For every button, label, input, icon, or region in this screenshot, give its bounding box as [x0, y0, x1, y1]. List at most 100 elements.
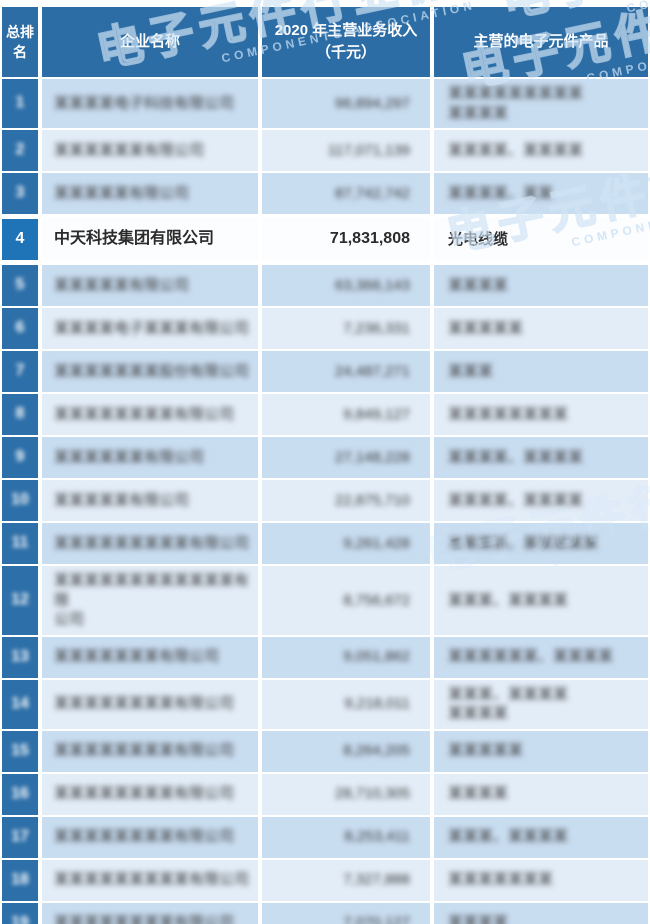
revenue-cell: 7,070,127	[262, 902, 430, 924]
rank-cell: 4	[0, 217, 40, 262]
header-rank: 总排名	[2, 7, 38, 77]
table-row: 3 某某某某某有限公司 87,742,742 某某某某、某某	[2, 173, 648, 214]
company-name: 某某某某某某某某有限公司	[54, 828, 235, 846]
product-cell: 某某某	[434, 351, 648, 392]
table-row: 15 某某某某某某某某有限公司 8,264,205 某某某某某	[2, 730, 648, 772]
product-cell: 某某某某	[434, 773, 648, 815]
rank-cell: 17	[2, 816, 38, 858]
product-cell: 某某某某某某、某某某某	[434, 636, 648, 678]
revenue-cell: 22,875,710	[262, 480, 430, 521]
rank-value: 9	[15, 448, 25, 466]
company-name: 某某某某某某某某有限公司	[54, 785, 235, 803]
product-cell: 某某某某、某某某某	[434, 130, 648, 171]
revenue-cell: 7,236,331	[262, 308, 430, 349]
product-value: 某某某某、某某某某某	[448, 534, 599, 552]
revenue-value: 8,756,672	[343, 591, 410, 609]
company-name-cell: 某某某某某某某某某有限公司	[42, 523, 258, 564]
table-row: 12 某某某某某某某某某某某某有限 公司 8,756,672 某某某、某某某某	[2, 566, 648, 635]
revenue-cell: 27,148,228	[262, 437, 430, 478]
rank-cell: 9	[2, 437, 38, 478]
revenue-cell: 87,742,742	[262, 173, 430, 214]
company-name: 某某某某某有限公司	[54, 184, 190, 202]
revenue-value: 8,264,205	[343, 742, 410, 760]
company-name: 某某某某某有限公司	[54, 491, 190, 509]
revenue-value: 9,218,011	[344, 695, 410, 713]
table-row: 4 中天科技集团有限公司 71,831,808 光电线缆	[0, 217, 648, 262]
revenue-value: 117,071,139	[327, 141, 410, 159]
company-name-cell: 某某某某某某某某某某某某有限 公司	[42, 566, 258, 635]
company-name-cell: 某某某某某有限公司	[42, 265, 258, 306]
table-row: 1 某某某某电子科技有限公司 96,894,297 某某某某某某某某某 某某某某	[2, 79, 648, 128]
product-cell: 某某某某、某某	[434, 173, 648, 214]
product-value: 某某某某、某某某某	[448, 448, 584, 466]
company-name-cell: 某某某某某某某某有限公司	[42, 773, 258, 815]
revenue-cell: 71,831,808	[262, 218, 430, 261]
product-cell: 某某某某某某某	[434, 859, 648, 901]
rank-cell: 2	[2, 130, 38, 171]
revenue-value: 28,710,305	[334, 785, 410, 803]
company-name-cell: 某某某某某某有限公司	[42, 130, 258, 171]
company-name-cell: 某某某某电子某某某有限公司	[42, 308, 258, 349]
product-cell: 某某某、某某某某	[434, 566, 648, 635]
rank-cell: 16	[2, 773, 38, 815]
table-header-row: 总排名 企业名称 2020 年主营业务收入（千元） 主营的电子元件产品	[2, 7, 648, 77]
company-name-cell: 某某某某某有限公司	[42, 173, 258, 214]
rank-value: 11	[11, 534, 29, 552]
revenue-value: 7,070,127	[343, 914, 410, 924]
table-row: 19 某某某某某某某某有限公司 7,070,127 某某某某	[2, 902, 648, 924]
rank-cell: 19	[2, 902, 38, 924]
product-cell: 某某某某某某某某某 某某某某	[434, 79, 648, 128]
header-revenue: 2020 年主营业务收入（千元）	[262, 7, 430, 77]
company-name: 某某某某某某某某有限公司	[54, 405, 235, 423]
product-value: 某某某某	[448, 914, 509, 924]
revenue-value: 9,849,127	[343, 405, 410, 423]
rank-value: 18	[11, 870, 29, 888]
rank-cell: 8	[2, 394, 38, 435]
company-name-cell: 某某某某某有限公司	[42, 480, 258, 521]
revenue-cell: 117,071,139	[262, 130, 430, 171]
product-value: 某某某某某某某	[448, 871, 554, 889]
revenue-value: 96,894,297	[334, 94, 410, 112]
product-cell: 某某某、某某某某	[434, 816, 648, 858]
product-value: 某某某某某某、某某某某	[448, 648, 614, 666]
revenue-cell: 63,366,143	[262, 265, 430, 306]
product-cell: 某某某某某某某某	[434, 394, 648, 435]
rank-value: 5	[15, 276, 25, 294]
company-name: 某某某某某有限公司	[54, 276, 190, 294]
product-value: 某某某	[448, 362, 494, 380]
product-cell: 光电线缆	[434, 218, 648, 261]
company-name-cell: 某某某某某某某某有限公司	[42, 816, 258, 858]
company-name-cell: 某某某某某某某某某有限公司	[42, 859, 258, 901]
company-name: 某某某某电子某某某有限公司	[54, 319, 250, 337]
product-cell: 某某某某、某某某某	[434, 437, 648, 478]
table-row: 16 某某某某某某某某有限公司 28,710,305 某某某某	[2, 773, 648, 815]
rank-cell: 18	[2, 859, 38, 901]
product-value: 某某某、某某某某 某某某某	[448, 685, 569, 723]
product-value: 某某某某、某某某某	[448, 491, 584, 509]
rank-cell: 6	[2, 308, 38, 349]
rank-value: 13	[11, 647, 29, 665]
company-name-cell: 某某某某某某某某有限公司	[42, 730, 258, 772]
rank-cell: 3	[2, 173, 38, 214]
product-value: 某某某某某	[448, 742, 524, 760]
revenue-cell: 9,051,862	[262, 636, 430, 678]
table-row: 7 某某某某某某某股份有限公司 24,487,271 某某某	[2, 351, 648, 392]
product-cell: 某某某某某	[434, 730, 648, 772]
revenue-value: 63,366,143	[334, 276, 410, 294]
company-name: 某某某某某某某有限公司	[54, 648, 220, 666]
table-row: 5 某某某某某有限公司 63,366,143 某某某某	[2, 265, 648, 306]
revenue-value: 24,487,271	[334, 362, 410, 380]
rank-value: 4	[15, 230, 25, 248]
product-value: 某某某某某	[448, 319, 524, 337]
revenue-value: 71,831,808	[329, 230, 410, 248]
rank-value: 10	[11, 491, 29, 509]
rank-value: 3	[15, 184, 25, 202]
revenue-value: 8,253,411	[344, 828, 410, 846]
rank-cell: 5	[2, 265, 38, 306]
rank-cell: 14	[2, 679, 38, 729]
rank-value: 19	[11, 913, 29, 924]
revenue-cell: 8,253,411	[262, 816, 430, 858]
table-row: 6 某某某某电子某某某有限公司 7,236,331 某某某某某	[2, 308, 648, 349]
header-company-name: 企业名称	[42, 7, 258, 77]
